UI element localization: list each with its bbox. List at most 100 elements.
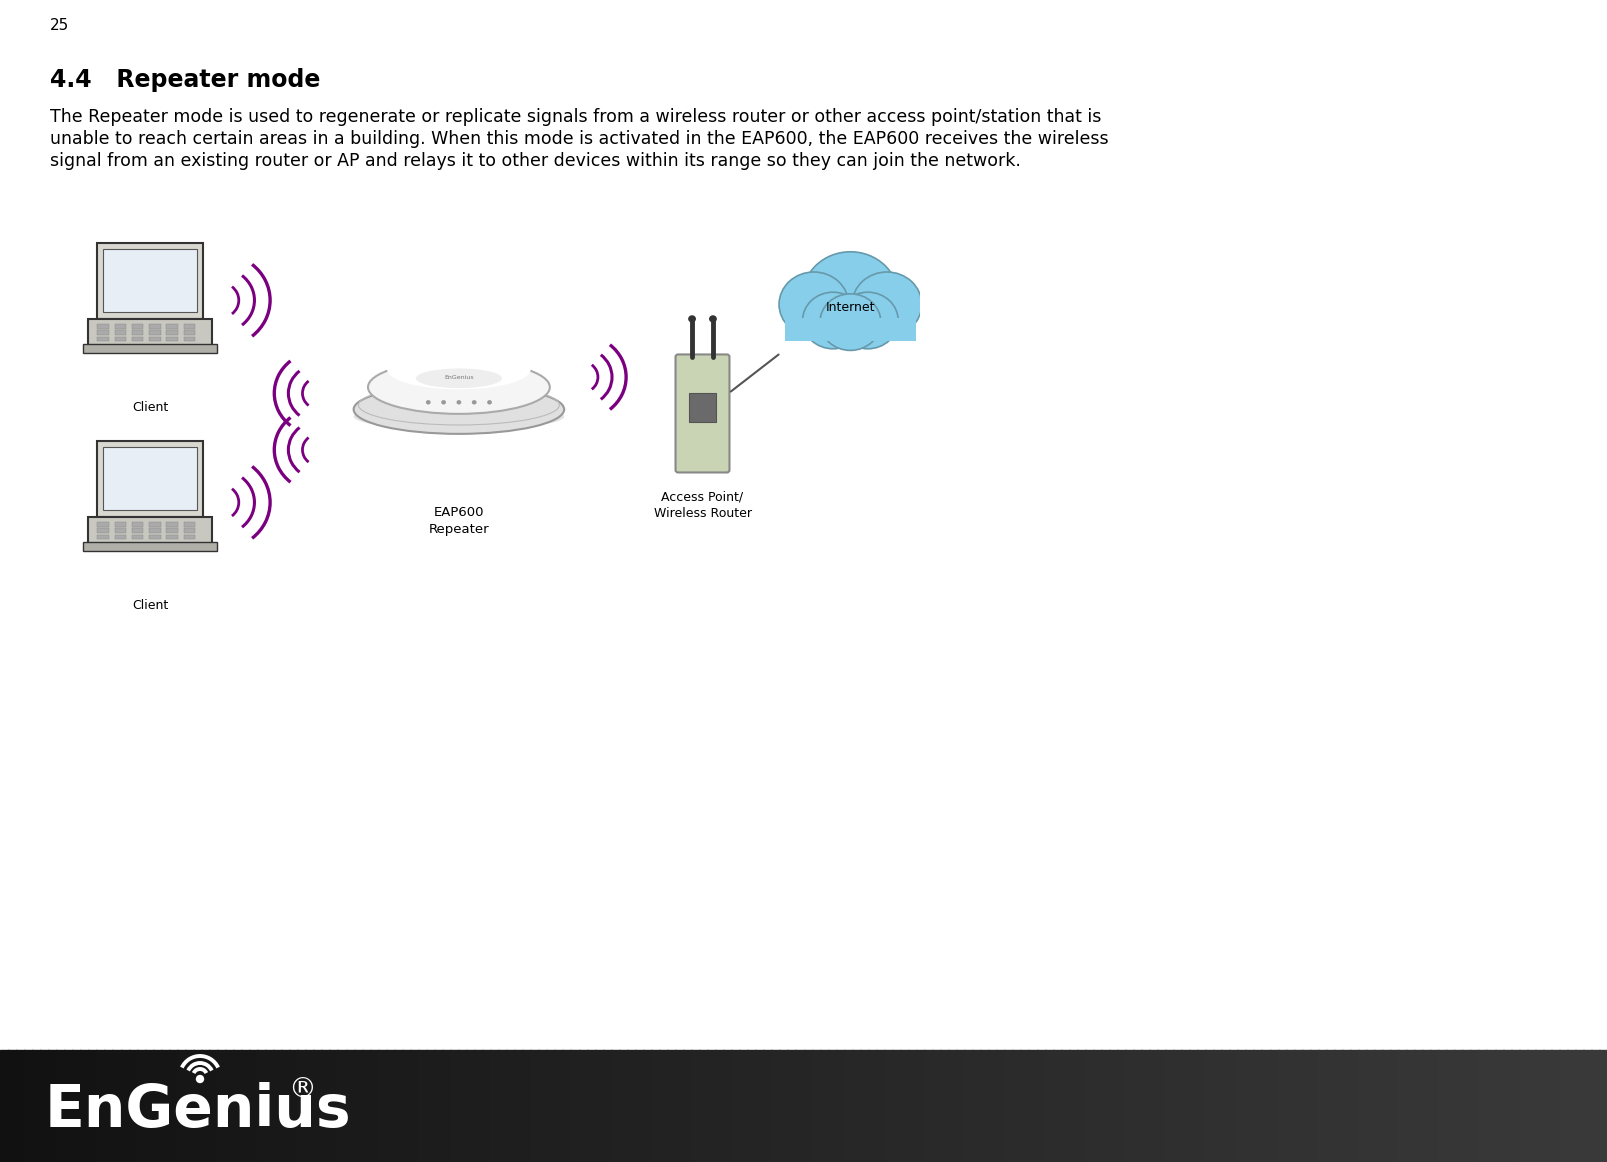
Bar bbox=[1535, 1050, 1544, 1162]
Bar bbox=[731, 1050, 741, 1162]
Bar bbox=[820, 1050, 829, 1162]
Bar bbox=[651, 1050, 660, 1162]
Bar bbox=[1519, 1050, 1528, 1162]
Bar bbox=[627, 1050, 636, 1162]
Bar bbox=[132, 337, 143, 342]
Bar bbox=[1446, 1050, 1456, 1162]
Bar bbox=[1061, 1050, 1070, 1162]
Bar bbox=[1157, 1050, 1167, 1162]
Bar bbox=[1229, 1050, 1239, 1162]
Bar bbox=[193, 1050, 202, 1162]
Bar bbox=[183, 337, 194, 342]
Bar bbox=[1149, 1050, 1159, 1162]
Bar bbox=[129, 1050, 138, 1162]
Bar bbox=[185, 1050, 194, 1162]
Bar bbox=[1334, 1050, 1343, 1162]
Bar bbox=[410, 1050, 419, 1162]
Bar bbox=[149, 522, 161, 526]
Bar bbox=[1101, 1050, 1110, 1162]
Bar bbox=[1197, 1050, 1207, 1162]
Bar bbox=[233, 1050, 243, 1162]
Bar bbox=[177, 1050, 186, 1162]
Bar bbox=[688, 393, 717, 422]
Bar bbox=[667, 1050, 677, 1162]
Text: The Repeater mode is used to regenerate or replicate signals from a wireless rou: The Repeater mode is used to regenerate … bbox=[50, 108, 1101, 125]
Bar bbox=[691, 1050, 701, 1162]
Bar bbox=[1181, 1050, 1191, 1162]
Bar bbox=[1478, 1050, 1488, 1162]
Circle shape bbox=[779, 272, 848, 337]
Bar bbox=[24, 1050, 34, 1162]
Bar bbox=[166, 522, 178, 526]
Bar bbox=[16, 1050, 26, 1162]
Bar bbox=[972, 1050, 982, 1162]
Bar bbox=[1093, 1050, 1102, 1162]
Bar bbox=[1430, 1050, 1440, 1162]
Bar bbox=[98, 324, 109, 329]
Bar bbox=[1470, 1050, 1480, 1162]
Bar bbox=[546, 1050, 556, 1162]
Bar bbox=[1020, 1050, 1030, 1162]
Bar bbox=[530, 1050, 540, 1162]
Bar bbox=[1270, 1050, 1279, 1162]
Bar bbox=[1286, 1050, 1295, 1162]
Bar bbox=[1318, 1050, 1327, 1162]
Bar bbox=[64, 1050, 74, 1162]
Bar bbox=[1189, 1050, 1199, 1162]
Bar bbox=[956, 1050, 966, 1162]
Bar bbox=[149, 529, 161, 533]
Bar bbox=[1511, 1050, 1520, 1162]
Bar bbox=[273, 1050, 283, 1162]
Bar bbox=[514, 1050, 524, 1162]
Bar bbox=[8, 1050, 18, 1162]
Bar bbox=[402, 1050, 411, 1162]
Bar bbox=[132, 529, 143, 533]
Text: 4.4   Repeater mode: 4.4 Repeater mode bbox=[50, 69, 320, 92]
Bar bbox=[570, 1050, 580, 1162]
Bar bbox=[1342, 1050, 1351, 1162]
Bar bbox=[1406, 1050, 1416, 1162]
Bar bbox=[1486, 1050, 1496, 1162]
Bar bbox=[241, 1050, 251, 1162]
Bar bbox=[183, 522, 194, 526]
Circle shape bbox=[802, 252, 898, 340]
Bar bbox=[538, 1050, 548, 1162]
Bar bbox=[1422, 1050, 1432, 1162]
Bar bbox=[908, 1050, 918, 1162]
Bar bbox=[1551, 1050, 1560, 1162]
Bar bbox=[0, 1050, 10, 1162]
Bar bbox=[715, 1050, 725, 1162]
Text: EnGenius: EnGenius bbox=[45, 1082, 352, 1139]
Bar bbox=[1503, 1050, 1512, 1162]
Bar bbox=[1245, 1050, 1255, 1162]
Bar bbox=[98, 330, 109, 335]
Bar bbox=[1294, 1050, 1303, 1162]
Ellipse shape bbox=[387, 350, 530, 389]
Circle shape bbox=[472, 400, 477, 404]
Bar bbox=[860, 1050, 869, 1162]
Bar bbox=[739, 1050, 749, 1162]
Bar bbox=[166, 529, 178, 533]
Circle shape bbox=[709, 315, 717, 323]
Bar bbox=[32, 1050, 42, 1162]
Bar bbox=[1302, 1050, 1311, 1162]
Bar bbox=[183, 324, 194, 329]
Bar bbox=[354, 1050, 363, 1162]
Bar bbox=[378, 1050, 387, 1162]
Bar bbox=[112, 1050, 122, 1162]
Bar bbox=[1358, 1050, 1368, 1162]
Bar bbox=[137, 1050, 146, 1162]
Bar bbox=[1085, 1050, 1094, 1162]
Bar bbox=[595, 1050, 604, 1162]
Bar bbox=[1326, 1050, 1335, 1162]
Bar bbox=[787, 1050, 797, 1162]
Bar bbox=[1462, 1050, 1472, 1162]
Bar bbox=[297, 1050, 307, 1162]
Text: EnGenius: EnGenius bbox=[444, 375, 474, 380]
Circle shape bbox=[196, 1076, 204, 1083]
Bar bbox=[72, 1050, 82, 1162]
Circle shape bbox=[802, 292, 863, 349]
Bar bbox=[474, 1050, 484, 1162]
Ellipse shape bbox=[416, 368, 501, 388]
Bar bbox=[149, 324, 161, 329]
